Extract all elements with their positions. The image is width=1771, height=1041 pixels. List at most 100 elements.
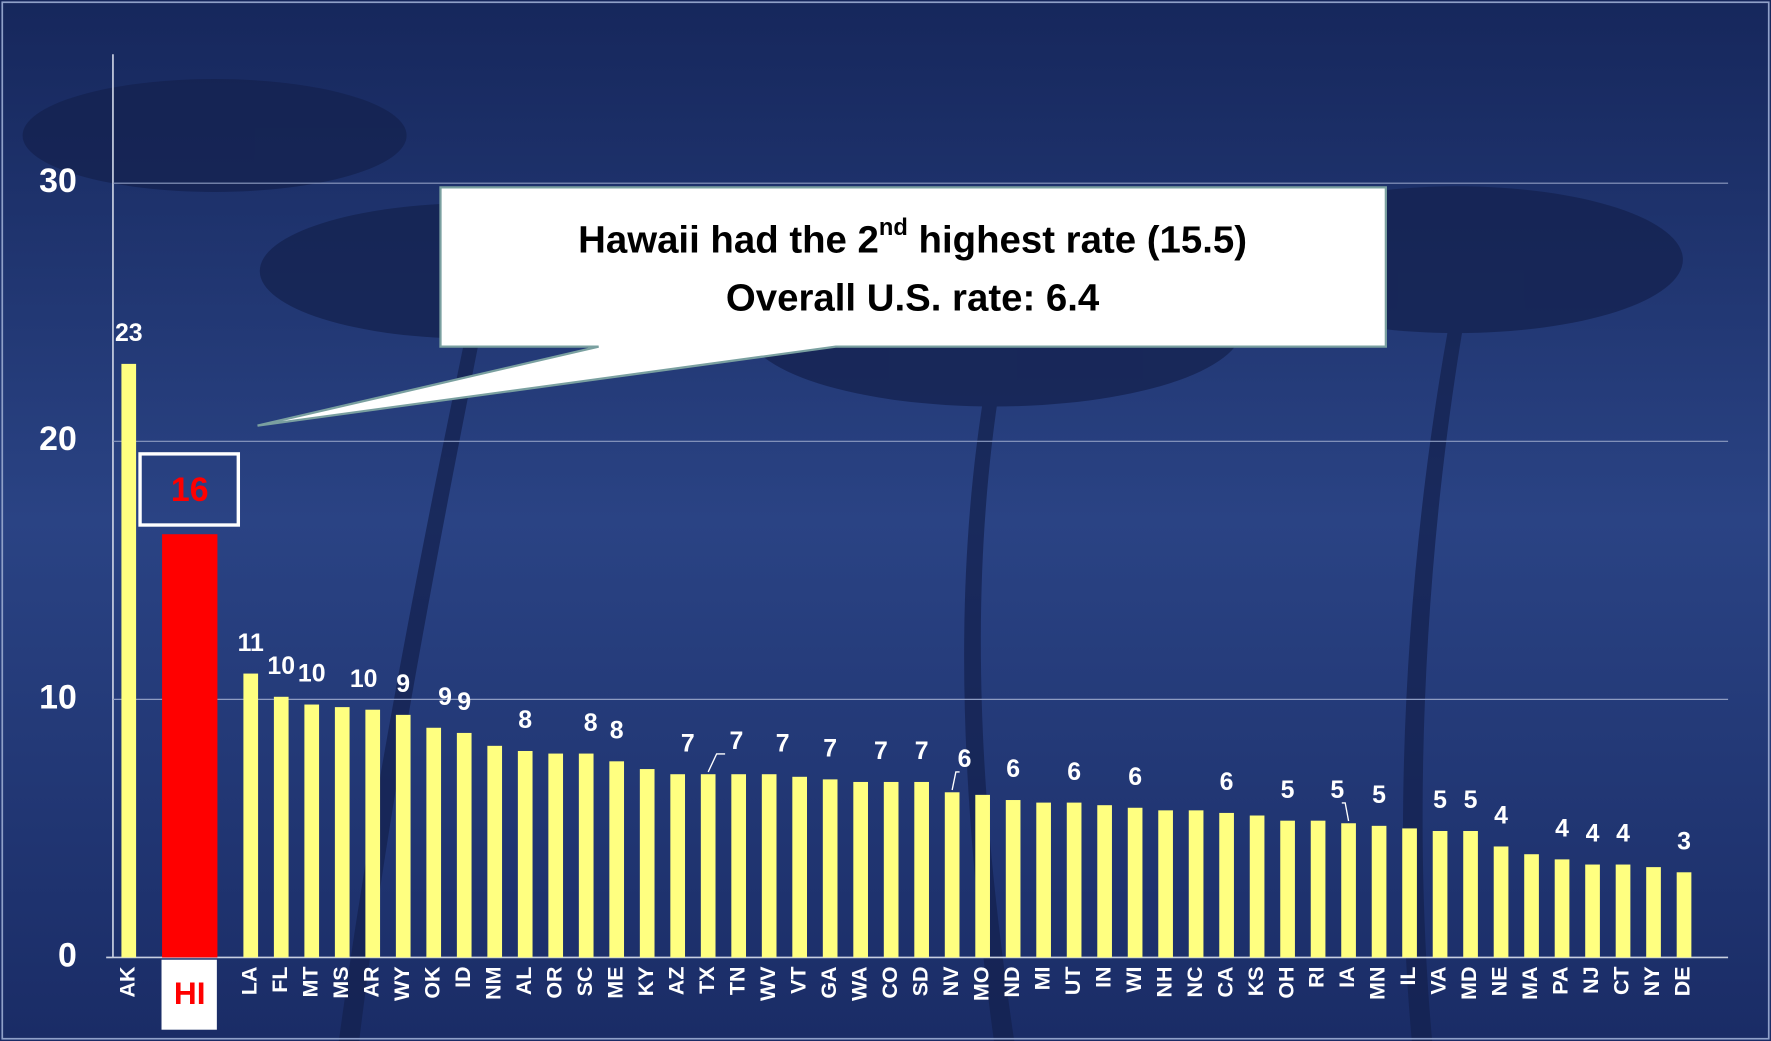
x-tick-label: ME bbox=[603, 966, 627, 998]
leader-line bbox=[1341, 802, 1350, 822]
x-tick-label: MI bbox=[1030, 966, 1054, 990]
bar bbox=[1219, 812, 1234, 958]
bar bbox=[1097, 805, 1112, 958]
value-label: 5 bbox=[1330, 777, 1344, 804]
x-tick-label: OR bbox=[542, 966, 566, 999]
x-tick-label: SD bbox=[908, 966, 932, 996]
x-tick-label: MO bbox=[969, 966, 993, 1001]
callout-text: Hawaii had the 2 bbox=[578, 219, 879, 262]
bar bbox=[487, 745, 503, 958]
highlight-tick-box bbox=[161, 959, 217, 1030]
y-tick-label: 10 bbox=[39, 678, 77, 716]
x-tick-label: MS bbox=[329, 966, 353, 998]
value-label: 10 bbox=[350, 666, 378, 693]
value-label: 8 bbox=[584, 710, 598, 737]
x-tick-label: IN bbox=[1091, 966, 1115, 987]
value-label: 23 bbox=[115, 320, 143, 347]
x-tick-label: MN bbox=[1366, 966, 1390, 999]
x-tick-label: NY bbox=[1640, 966, 1664, 996]
x-tick-label: DE bbox=[1671, 966, 1695, 996]
value-label: 6 bbox=[1128, 764, 1142, 791]
bar bbox=[1432, 830, 1448, 958]
x-tick-label: CA bbox=[1213, 966, 1237, 997]
bar bbox=[1402, 828, 1417, 958]
x-tick-label: IA bbox=[1335, 966, 1359, 987]
bar bbox=[639, 769, 655, 958]
bar bbox=[1158, 810, 1173, 958]
x-tick-label: ID bbox=[451, 966, 475, 987]
x-tick-label: NM bbox=[481, 966, 505, 999]
x-tick-label: NH bbox=[1152, 966, 1176, 997]
value-label: 4 bbox=[1494, 803, 1508, 830]
value-label: 4 bbox=[1586, 821, 1600, 848]
value-label: 10 bbox=[298, 661, 326, 688]
bar bbox=[1676, 872, 1692, 958]
bar bbox=[426, 727, 442, 958]
bar bbox=[670, 774, 686, 958]
x-tick-label: NC bbox=[1183, 966, 1207, 997]
x-tick-label: FL bbox=[268, 966, 292, 992]
x-tick-label: WY bbox=[390, 966, 414, 1001]
value-label: 7 bbox=[874, 738, 888, 765]
bar bbox=[1005, 800, 1021, 958]
value-label: 9 bbox=[396, 671, 410, 698]
bar bbox=[273, 696, 289, 958]
bar bbox=[1585, 864, 1600, 958]
x-tick-label: WA bbox=[847, 966, 871, 1001]
x-tick-label: RI bbox=[1305, 966, 1329, 987]
bar bbox=[975, 794, 990, 958]
bar bbox=[883, 781, 899, 958]
x-tick-label: WV bbox=[756, 966, 780, 1001]
x-tick-label: HI bbox=[174, 975, 206, 1011]
value-label: 3 bbox=[1677, 828, 1691, 855]
x-tick-label: CT bbox=[1610, 966, 1634, 995]
bar bbox=[1310, 820, 1326, 958]
bar bbox=[853, 781, 868, 958]
bar bbox=[1615, 864, 1631, 958]
callout-line1: Hawaii had the 2nd highest rate (15.5) bbox=[578, 215, 1247, 261]
bar bbox=[121, 363, 137, 958]
x-tick-label: AR bbox=[359, 966, 383, 997]
x-tick-label: MD bbox=[1457, 966, 1481, 999]
bar bbox=[1036, 802, 1051, 958]
bar bbox=[1554, 859, 1570, 958]
value-label: 4 bbox=[1555, 816, 1569, 843]
x-tick-label: WI bbox=[1122, 966, 1146, 992]
value-label: 7 bbox=[776, 730, 790, 757]
value-label: 6 bbox=[958, 746, 972, 773]
value-label: 5 bbox=[1464, 787, 1478, 814]
bar bbox=[1188, 810, 1204, 958]
x-tick-label: OH bbox=[1274, 966, 1298, 998]
bar bbox=[1249, 815, 1265, 958]
x-tick-label: OK bbox=[420, 966, 444, 999]
bar bbox=[1066, 802, 1082, 958]
bar bbox=[1280, 820, 1295, 958]
value-label: 10 bbox=[267, 653, 295, 680]
value-label: 9 bbox=[457, 689, 471, 716]
value-label: 6 bbox=[1220, 769, 1234, 796]
x-tick-label: AK bbox=[115, 966, 139, 997]
bar bbox=[944, 792, 960, 958]
value-label: 5 bbox=[1281, 777, 1295, 804]
x-tick-label: GA bbox=[817, 966, 841, 998]
value-label: 7 bbox=[730, 728, 744, 755]
bar bbox=[578, 753, 594, 958]
bar bbox=[914, 781, 929, 958]
bar bbox=[1646, 867, 1661, 958]
bar bbox=[304, 704, 320, 958]
bar bbox=[1371, 825, 1387, 958]
x-tick-label: SC bbox=[573, 966, 597, 996]
bar bbox=[517, 750, 533, 958]
bar bbox=[456, 732, 472, 958]
value-label: 4 bbox=[1616, 821, 1630, 848]
x-tick-label: MT bbox=[298, 966, 322, 997]
x-tick-label: VA bbox=[1427, 966, 1451, 994]
highlight-label-box bbox=[138, 452, 241, 527]
bar bbox=[1524, 854, 1539, 958]
x-tick-label: NV bbox=[939, 966, 963, 996]
x-tick-label: PA bbox=[1549, 966, 1573, 994]
x-tick-label: KY bbox=[634, 966, 658, 996]
bar bbox=[822, 779, 838, 958]
